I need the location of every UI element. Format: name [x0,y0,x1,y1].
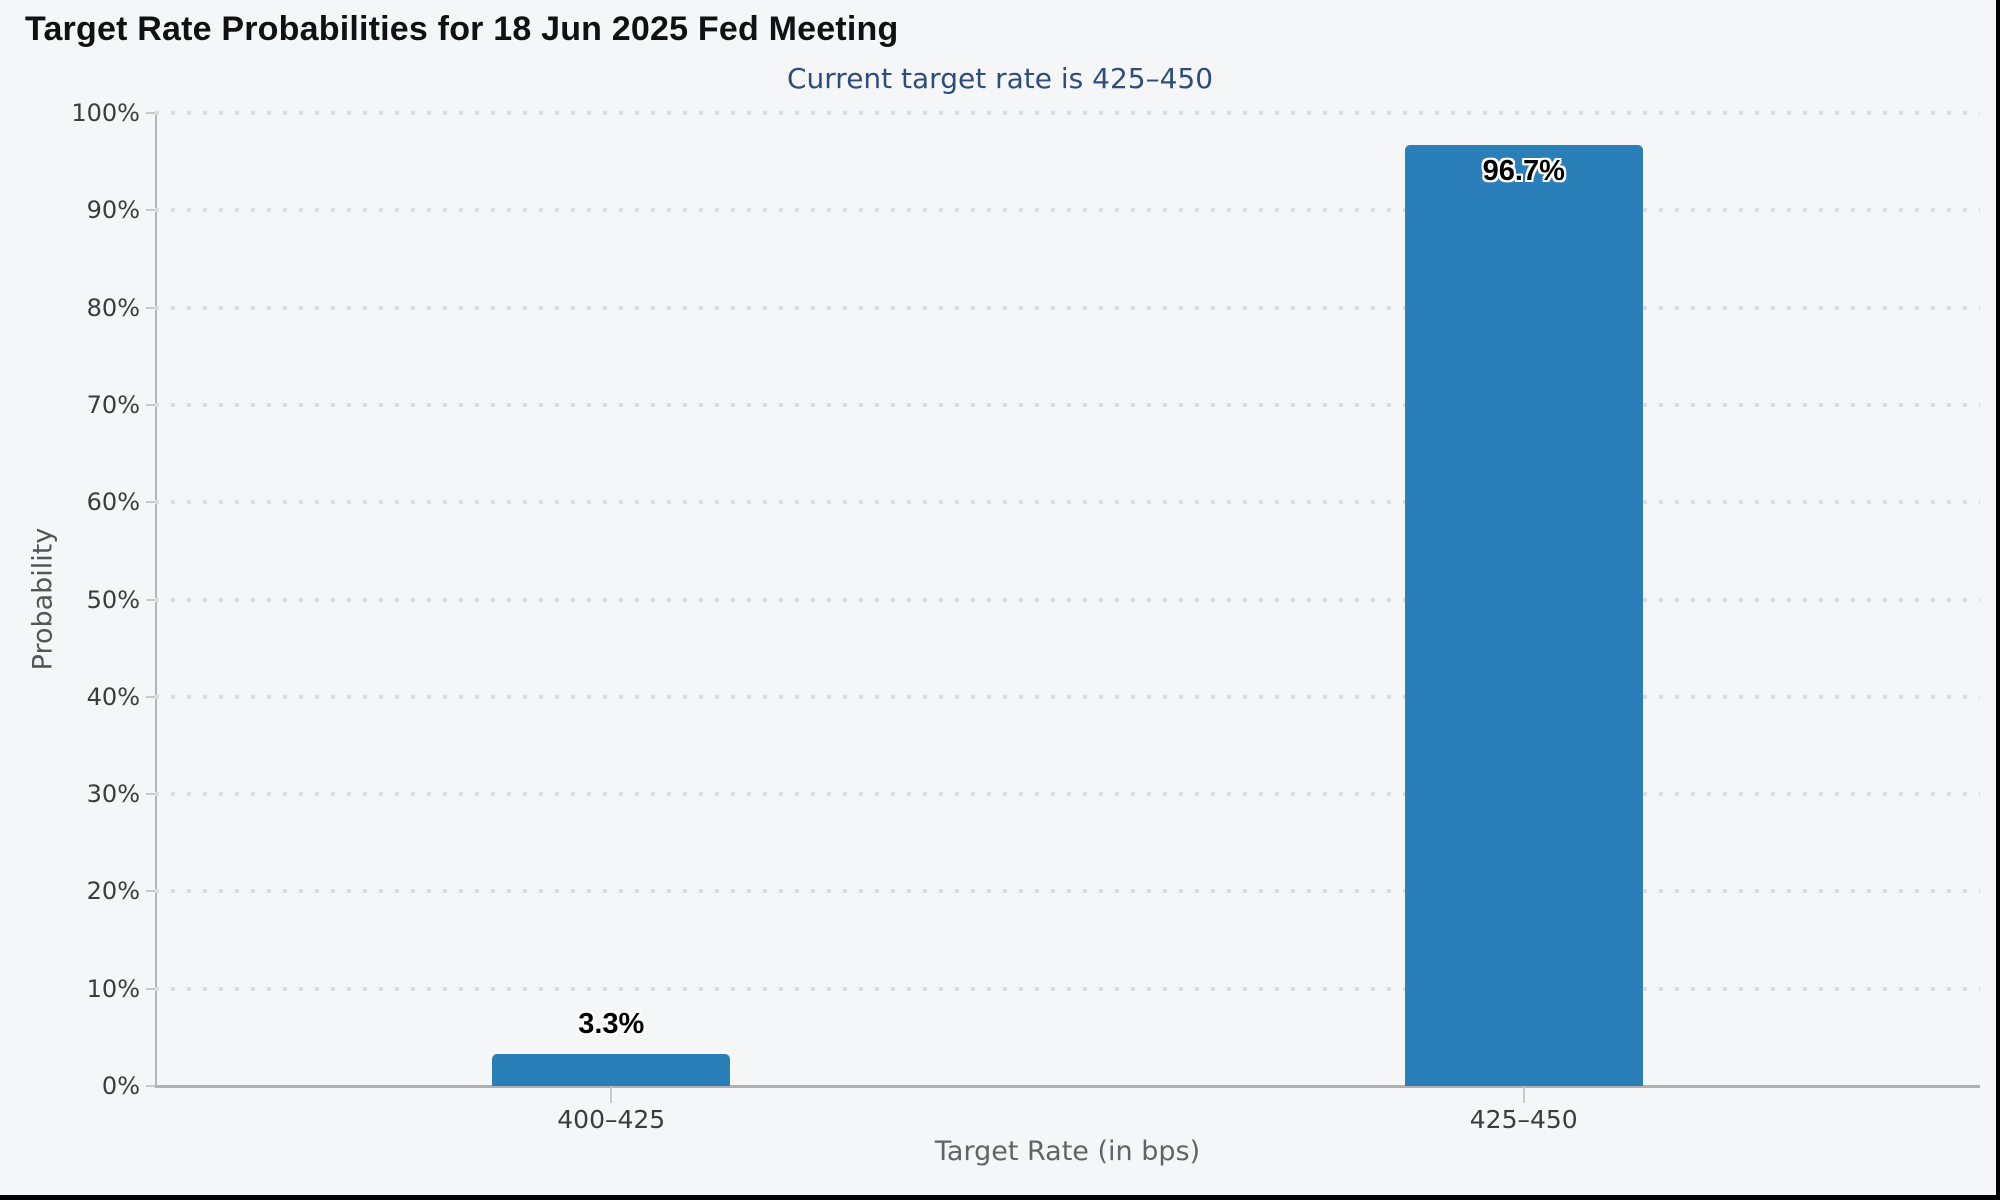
y-tick-50 [146,598,155,601]
plot-area: 0% 10% 20% 30% 40% 50% 60% 70% 80% 90% 100% 3.3% 400… [71,100,1980,1134]
bar-425–450[interactable] [1404,145,1643,1086]
x-category-label: 400–425 [557,1105,666,1134]
gridline-100 [155,111,1980,115]
y-tick-40 [146,695,155,698]
y-tick-30 [146,793,155,796]
y-tick-label-60: 60% [86,488,140,517]
gridline-70 [155,402,1980,407]
y-tick-80 [146,306,155,309]
gridline-10 [155,986,1980,991]
chart-title: Target Rate Probabilities for 18 Jun 202… [25,10,899,48]
gridline-90 [155,208,1980,213]
y-tick-60 [146,501,155,504]
gridline-50 [155,597,1980,602]
y-tick-90 [146,209,155,212]
y-tick-0 [146,1085,155,1087]
y-tick-10 [146,987,155,990]
chart-subtitle: Current target rate is 425–450 [786,62,1214,95]
y-tick-label-30: 30% [86,780,140,809]
y-axis-title: Probability [27,527,59,671]
y-tick-label-100: 100% [71,99,140,127]
y-tick-label-90: 90% [86,196,140,225]
gridline-60 [155,500,1980,505]
y-tick-label-20: 20% [86,877,140,906]
x-tick-1 [1522,1087,1525,1103]
y-tick-label-0: 0% [101,1072,140,1100]
bar-value-label: 96.7% [1482,155,1565,188]
x-tick-0 [610,1087,613,1103]
y-tick-label-10: 10% [86,974,140,1003]
x-axis-line [155,1085,1980,1088]
x-axis-title: Target Rate (in bps) [934,1136,1201,1167]
y-tick-label-80: 80% [86,293,140,322]
gridline-80 [155,305,1980,310]
y-tick-70 [146,403,155,406]
y-tick-label-70: 70% [86,390,140,419]
gridline-30 [155,792,1980,797]
gridline-20 [155,889,1980,894]
window-bottom-edge [0,1195,2000,1200]
y-tick-100 [146,112,155,114]
window-right-edge [1996,0,2000,1200]
y-tick-label-50: 50% [86,585,140,614]
y-tick-20 [146,890,155,893]
gridline-40 [155,694,1980,699]
y-tick-label-40: 40% [86,682,140,711]
bar-400–425[interactable] [492,1053,731,1086]
bar-value-label: 3.3% [578,1007,645,1040]
x-category-label: 425–450 [1469,1105,1578,1134]
